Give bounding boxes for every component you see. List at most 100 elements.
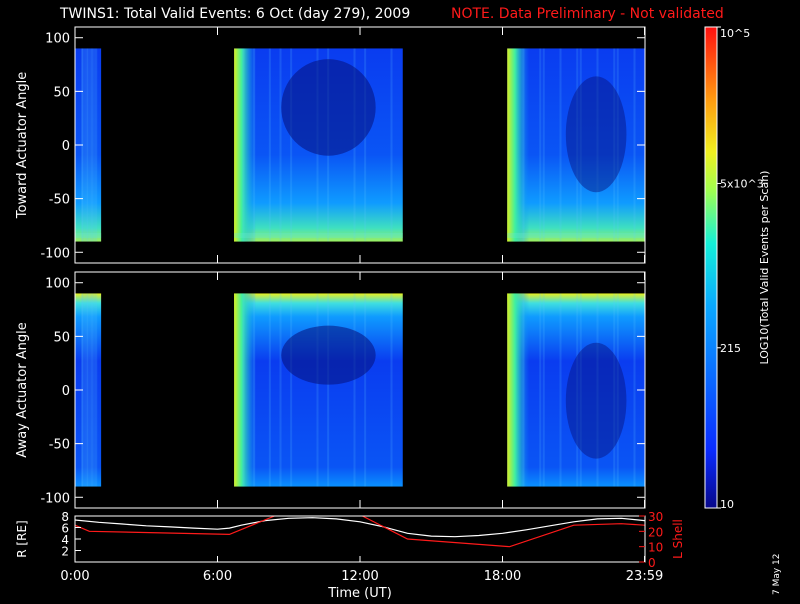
heatmap-streak [290, 48, 293, 242]
series-line-l-shell [74, 515, 645, 548]
heatmap-streak [83, 293, 86, 487]
heatmap-streak [290, 293, 293, 487]
heatmap-streak [616, 293, 619, 487]
orbit-y-label: R [RE] [15, 520, 29, 557]
heatmap-streak [95, 293, 98, 487]
y-tick-label: -50 [49, 193, 70, 208]
heatmap-streak [93, 293, 96, 487]
heatmap-block [507, 293, 645, 487]
y-axis-label: Away Actuator Angle [15, 322, 30, 457]
heatmap-streak [253, 293, 256, 487]
heatmap-streak [559, 48, 562, 242]
y-tick-label: 0 [62, 139, 70, 154]
y-tick-label: 50 [53, 85, 70, 100]
heatmap-streak [242, 48, 245, 242]
orbit-y-tick-label: 2 [61, 545, 69, 559]
heatmap-streak [522, 293, 525, 487]
heatmap-streak [88, 293, 91, 487]
heatmap-streak [576, 48, 579, 242]
heatmap-streak [522, 48, 525, 242]
heatmap-streak [268, 48, 271, 242]
orbit-y2-tick-label: 0 [648, 556, 656, 570]
heatmap-streak [364, 293, 367, 487]
heatmap-streak [91, 48, 94, 242]
heatmap-low-region [281, 325, 376, 385]
orbit-frame [74, 515, 646, 563]
x-axis-label: Time (UT) [327, 586, 392, 600]
heatmap-streak [90, 48, 93, 242]
y-axis-label: Toward Actuator Angle [15, 72, 30, 219]
heatmap-block [507, 48, 645, 242]
heatmap-streak [559, 293, 562, 487]
orbit-y2-label: L Shell [671, 519, 685, 559]
orbit-y-tick-label: 8 [61, 510, 69, 524]
heatmap-low-region [565, 76, 627, 193]
heatmap-streak [353, 293, 356, 487]
heatmap-streak [633, 48, 636, 242]
colorbar-tick-label: 215 [720, 342, 741, 355]
heatmap-streak [85, 293, 88, 487]
heatmap-streak [91, 293, 94, 487]
heatmap-streak [253, 48, 256, 242]
heatmap-streak [579, 48, 582, 242]
heatmap-edge [234, 293, 257, 487]
y-tick-label: 0 [62, 384, 70, 399]
heatmap-streak [596, 48, 599, 242]
date-stamp: 7 May 12 [772, 553, 782, 595]
heatmap-block [234, 293, 403, 487]
heatmap-streak [90, 293, 93, 487]
x-tick-label: 23:59 [626, 569, 663, 584]
chart-title: TWINS1: Total Valid Events: 6 Oct (day 2… [60, 6, 411, 22]
orbit-y2-tick-label: 20 [648, 525, 663, 539]
colorbar-tick-label: 10 [720, 498, 734, 511]
x-tick-label: 12:00 [341, 569, 378, 584]
heatmap-streak [539, 48, 542, 242]
heatmap-streak [613, 48, 616, 242]
heatmap-streak [327, 293, 330, 487]
heatmap-streak [242, 293, 245, 487]
heatmap-streak [539, 293, 542, 487]
y-tick-label: -100 [40, 246, 70, 261]
orbit-y2-tick-label: 10 [648, 541, 663, 555]
series-line-r [74, 517, 645, 538]
heatmap-streak [279, 48, 282, 242]
heatmap-streak [364, 48, 367, 242]
y-tick-label: 50 [53, 330, 70, 345]
heatmap-streak [86, 48, 89, 242]
heatmap-streak [616, 48, 619, 242]
heatmap-streak [542, 293, 545, 487]
y-tick-label: -100 [40, 491, 70, 506]
orbit-y-tick-label: 6 [61, 522, 69, 536]
colorbar-tick-label: 5x10^3 [720, 177, 764, 190]
heatmap-edge [507, 48, 530, 242]
heatmap-streak [88, 48, 91, 242]
heatmap-streak [633, 293, 636, 487]
heatmap-streak [85, 48, 88, 242]
heatmap-streak [542, 48, 545, 242]
heatmap-streak [93, 48, 96, 242]
heatmap-band [234, 232, 403, 238]
heatmap-band [507, 232, 645, 238]
heatmap-streak [390, 293, 393, 487]
heatmap-low-region [565, 342, 627, 459]
heatmap-streak [579, 293, 582, 487]
heatmap-low-region [281, 59, 376, 156]
x-tick-label: 0:00 [60, 569, 89, 584]
heatmap-streak [83, 48, 86, 242]
heatmap-streak [86, 293, 89, 487]
preliminary-note: NOTE. Data Preliminary - Not validated [451, 6, 724, 22]
x-tick-label: 6:00 [203, 569, 232, 584]
heatmap-streak [613, 293, 616, 487]
heatmap-streak [316, 293, 319, 487]
heatmap-edge [234, 48, 257, 242]
heatmap-streak [268, 293, 271, 487]
heatmap-edge [507, 293, 530, 487]
orbit-y2-tick-label: 30 [648, 510, 663, 524]
colorbar-tick-label: 10^5 [720, 27, 750, 40]
heatmap-streak [279, 293, 282, 487]
heatmap-band [75, 232, 102, 238]
heatmap-streak [95, 48, 98, 242]
orbit-y-tick-label: 4 [61, 533, 69, 547]
y-tick-label: -50 [49, 438, 70, 453]
